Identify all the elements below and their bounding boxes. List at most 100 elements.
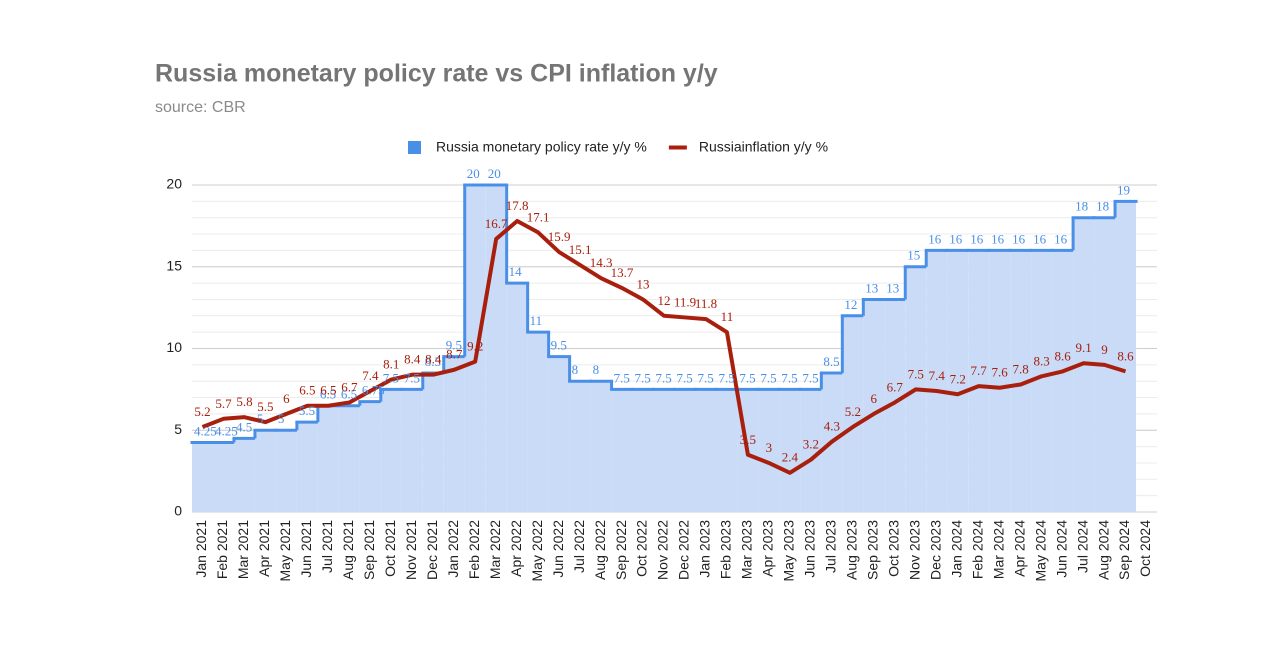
x-tick-label: Nov 2021 [403, 520, 419, 580]
rate-area [947, 250, 969, 512]
rate-value-label: 16 [949, 231, 963, 246]
x-tick-label: Feb 2023 [718, 520, 734, 579]
rate-value-label: 6.75 [362, 383, 385, 398]
inflation-value-label: 7.2 [950, 371, 966, 386]
rate-value-label: 6.5 [341, 387, 357, 402]
x-tick-label: Dec 2022 [676, 520, 692, 580]
rate-area [212, 442, 234, 512]
x-tick-label: Aug 2024 [1095, 520, 1111, 580]
rate-value-label: 9.5 [446, 338, 462, 353]
x-tick-label: Dec 2021 [424, 520, 440, 580]
x-tick-label: Jul 2021 [319, 520, 335, 573]
x-tick-label: Apr 2023 [760, 520, 776, 577]
x-tick-label: Feb 2022 [466, 520, 482, 579]
inflation-value-label: 8.1 [383, 357, 399, 372]
rate-value-label: 8 [593, 362, 600, 377]
x-tick-label: Nov 2023 [906, 520, 922, 580]
legend-label: Russia monetary policy rate y/y % [436, 139, 647, 155]
inflation-value-label: 9.1 [1075, 340, 1091, 355]
inflation-value-label: 4.3 [824, 419, 840, 434]
rate-value-label: 20 [488, 166, 501, 181]
rate-value-label: 7.5 [677, 370, 693, 385]
rate-value-label: 5 [257, 411, 264, 426]
x-tick-label: Mar 2022 [487, 520, 503, 579]
inflation-value-label: 6.7 [341, 379, 358, 394]
rate-area [926, 250, 948, 512]
rate-value-label: 9.5 [551, 338, 567, 353]
x-tick-label: Jul 2024 [1074, 520, 1090, 573]
x-tick-label: Feb 2021 [214, 520, 230, 579]
inflation-value-label: 7.4 [362, 368, 379, 383]
inflation-value-label: 15.9 [548, 229, 571, 244]
x-tick-label: Oct 2024 [1137, 520, 1153, 577]
x-tick-label: Mar 2024 [990, 520, 1006, 579]
rate-value-label: 6.5 [320, 387, 336, 402]
legend-swatch [408, 141, 421, 154]
rate-area [192, 442, 213, 512]
x-tick-label: Jun 2024 [1053, 520, 1069, 578]
x-tick-label: Oct 2023 [885, 520, 901, 577]
inflation-value-label: 8.6 [1117, 348, 1134, 363]
rate-area [464, 185, 486, 512]
x-tick-label: Sep 2022 [613, 520, 629, 580]
rate-area [1010, 250, 1032, 512]
rate-area [506, 283, 528, 512]
rate-area [275, 430, 297, 512]
rate-area [338, 405, 360, 512]
rate-value-label: 20 [467, 166, 480, 181]
inflation-value-label: 11.8 [695, 296, 717, 311]
inflation-value-label: 7.8 [1013, 361, 1029, 376]
inflation-value-label: 3 [766, 440, 773, 455]
inflation-value-label: 9.2 [467, 339, 483, 354]
rate-area [1052, 250, 1074, 512]
inflation-value-label: 9 [1101, 342, 1108, 357]
inflation-value-label: 17.1 [527, 209, 550, 224]
y-tick-label: 5 [174, 421, 182, 437]
rate-value-label: 7.5 [697, 370, 713, 385]
inflation-value-label: 6.7 [887, 379, 904, 394]
x-tick-label: Jul 2023 [823, 520, 839, 573]
rate-value-label: 4.5 [236, 419, 252, 434]
inflation-value-label: 5.2 [194, 404, 210, 419]
x-tick-label: Apr 2022 [508, 520, 524, 577]
rate-value-label: 7.5 [404, 370, 420, 385]
inflation-value-label: 8.4 [425, 352, 442, 367]
rate-area [800, 389, 822, 512]
x-tick-label: May 2023 [781, 520, 797, 582]
inflation-value-label: 8.7 [446, 347, 463, 362]
x-tick-label: Aug 2023 [844, 520, 860, 580]
inflation-value-label: 14.3 [590, 255, 613, 270]
rate-value-label: 16 [1033, 231, 1047, 246]
rate-area [758, 389, 780, 512]
rate-value-label: 19 [1117, 182, 1130, 197]
inflation-value-label: 6 [283, 391, 290, 406]
x-tick-label: Jun 2022 [550, 520, 566, 578]
rate-area [296, 422, 318, 512]
rate-value-label: 4.25 [215, 423, 238, 438]
inflation-value-label: 13 [637, 276, 650, 291]
y-tick-label: 15 [166, 257, 182, 273]
inflation-value-label: 7.5 [908, 366, 924, 381]
inflation-value-label: 5.2 [845, 404, 861, 419]
chart-title: Russia monetary policy rate vs CPI infla… [155, 60, 718, 88]
rate-area [716, 389, 738, 512]
rate-area [527, 332, 549, 512]
x-tick-label: Feb 2024 [969, 520, 985, 579]
rate-area [884, 299, 906, 512]
rate-value-label: 7.5 [802, 370, 818, 385]
inflation-value-label: 17.8 [506, 198, 529, 213]
rate-area [611, 389, 633, 512]
rate-area [422, 373, 444, 512]
rate-value-label: 7.5 [635, 370, 651, 385]
inflation-value-label: 7.7 [971, 363, 988, 378]
rate-area [842, 315, 864, 512]
rate-value-label: 18 [1075, 199, 1088, 214]
inflation-value-label: 13.7 [611, 265, 634, 280]
x-tick-label: May 2021 [277, 520, 293, 582]
rate-area [380, 389, 402, 512]
rate-value-label: 4.25 [194, 423, 217, 438]
inflation-value-label: 11.9 [674, 294, 696, 309]
rate-area [779, 389, 801, 512]
inflation-value-label: 7.6 [992, 365, 1009, 380]
